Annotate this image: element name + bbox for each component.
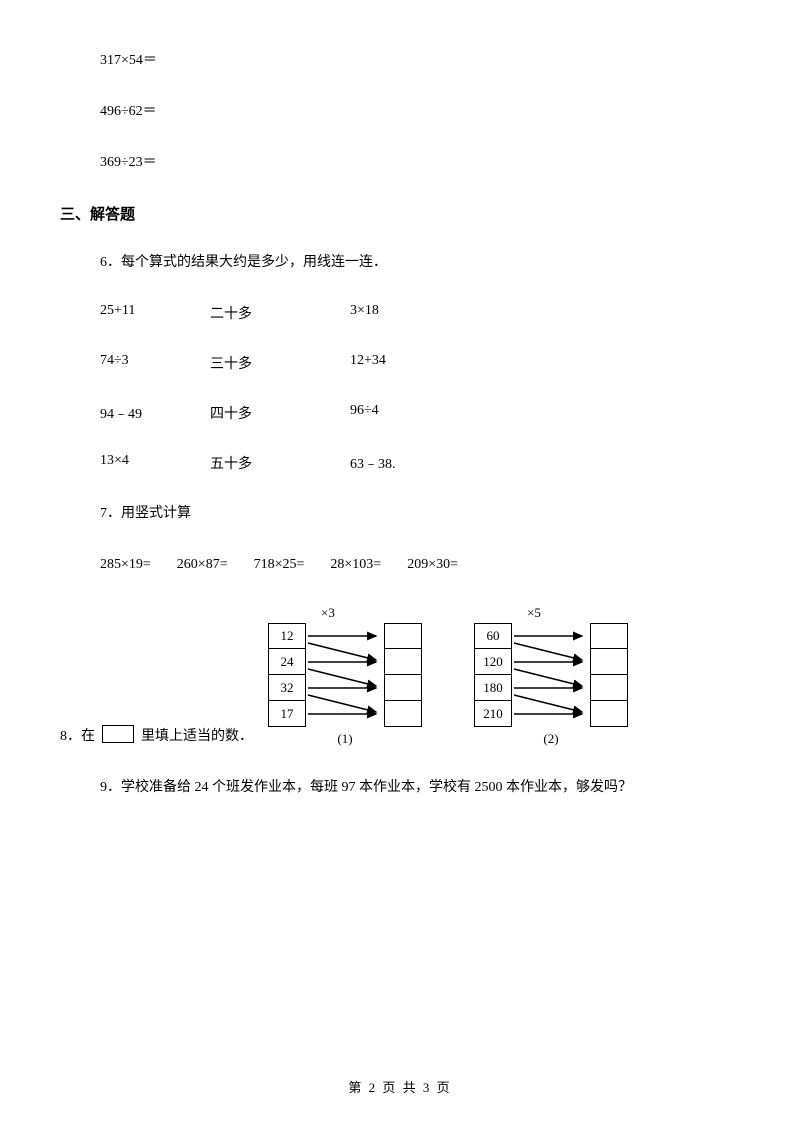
diagram-2-arrows bbox=[512, 623, 590, 727]
output-cell bbox=[384, 623, 422, 649]
diagram-1-arrows bbox=[306, 623, 384, 727]
q6-prompt: 6．每个算式的结果大约是多少，用线连一连． bbox=[60, 252, 740, 273]
q6-mid: 二十多 bbox=[210, 303, 350, 323]
page-content: 317×54＝ 496÷62＝ 369÷23＝ 三、解答题 6．每个算式的结果大… bbox=[0, 0, 800, 798]
output-cell bbox=[384, 649, 422, 675]
q8-suffix: 里填上适当的数． bbox=[141, 725, 253, 745]
q7-items: 285×19= 260×87= 718×25= 28×103= 209×30= bbox=[60, 554, 740, 575]
input-cell: 210 bbox=[474, 701, 512, 727]
q7-item: 28×103= bbox=[330, 554, 381, 575]
blank-box-icon bbox=[102, 725, 134, 743]
diagram-2-caption: (2) bbox=[543, 731, 558, 747]
equation-1: 317×54＝ bbox=[60, 50, 740, 71]
input-cell: 120 bbox=[474, 649, 512, 675]
q6-row: 94﹣49 四十多 96÷4 bbox=[100, 403, 740, 423]
input-cell: 32 bbox=[268, 675, 306, 701]
section-3-heading: 三、解答题 bbox=[60, 203, 740, 224]
q6-row: 13×4 五十多 63﹣38. bbox=[100, 453, 740, 473]
output-cell bbox=[384, 675, 422, 701]
q9-text: 9．学校准备给 24 个班发作业本，每班 97 本作业本，学校有 2500 本作… bbox=[60, 777, 740, 798]
q7-item: 209×30= bbox=[407, 554, 458, 575]
q6-left: 94﹣49 bbox=[100, 403, 210, 423]
q6-left: 74÷3 bbox=[100, 353, 210, 373]
diagram-2-inputs: 60 120 180 210 bbox=[474, 623, 512, 727]
output-cell bbox=[590, 649, 628, 675]
input-cell: 24 bbox=[268, 649, 306, 675]
equation-2: 496÷62＝ bbox=[60, 101, 740, 122]
equation-3: 369÷23＝ bbox=[60, 152, 740, 173]
page-footer: 第 2 页 共 3 页 bbox=[0, 1077, 800, 1096]
input-cell: 60 bbox=[474, 623, 512, 649]
output-cell bbox=[590, 701, 628, 727]
q6-right: 3×18 bbox=[350, 303, 470, 323]
diagram-2: ×5 60 120 180 210 bbox=[467, 605, 635, 747]
diagram-2-outputs bbox=[590, 623, 628, 727]
output-cell bbox=[590, 623, 628, 649]
q7-item: 285×19= bbox=[100, 554, 151, 575]
q8-row: 8．在 里填上适当的数． ×3 12 24 32 17 bbox=[60, 605, 740, 747]
diagram-1-outputs bbox=[384, 623, 422, 727]
q6-right: 96÷4 bbox=[350, 403, 470, 423]
input-cell: 180 bbox=[474, 675, 512, 701]
output-cell bbox=[590, 675, 628, 701]
q6-row: 74÷3 三十多 12+34 bbox=[100, 353, 740, 373]
q6-right: 12+34 bbox=[350, 353, 470, 373]
diagram-1-mult-label: ×3 bbox=[321, 605, 335, 621]
q6-mid: 五十多 bbox=[210, 453, 350, 473]
q8-prefix: 8．在 bbox=[60, 725, 95, 745]
q6-right: 63﹣38. bbox=[350, 453, 470, 473]
q6-left: 25+11 bbox=[100, 303, 210, 323]
input-cell: 17 bbox=[268, 701, 306, 727]
diagram-2-mult-label: ×5 bbox=[527, 605, 541, 621]
q8-text: 8．在 里填上适当的数． bbox=[60, 725, 253, 747]
output-cell bbox=[384, 701, 422, 727]
q6-mid: 四十多 bbox=[210, 403, 350, 423]
q6-left: 13×4 bbox=[100, 453, 210, 473]
diagram-1-caption: (1) bbox=[337, 731, 352, 747]
q6-row: 25+11 二十多 3×18 bbox=[100, 303, 740, 323]
q6-mid: 三十多 bbox=[210, 353, 350, 373]
q7-prompt: 7．用竖式计算 bbox=[60, 503, 740, 524]
q7-item: 260×87= bbox=[177, 554, 228, 575]
q6-matching-table: 25+11 二十多 3×18 74÷3 三十多 12+34 94﹣49 四十多 … bbox=[60, 303, 740, 473]
arrows-icon bbox=[306, 623, 384, 727]
diagram-1-inputs: 12 24 32 17 bbox=[268, 623, 306, 727]
input-cell: 12 bbox=[268, 623, 306, 649]
diagram-1: ×3 12 24 32 17 bbox=[261, 605, 429, 747]
arrows-icon bbox=[512, 623, 590, 727]
q7-item: 718×25= bbox=[254, 554, 305, 575]
